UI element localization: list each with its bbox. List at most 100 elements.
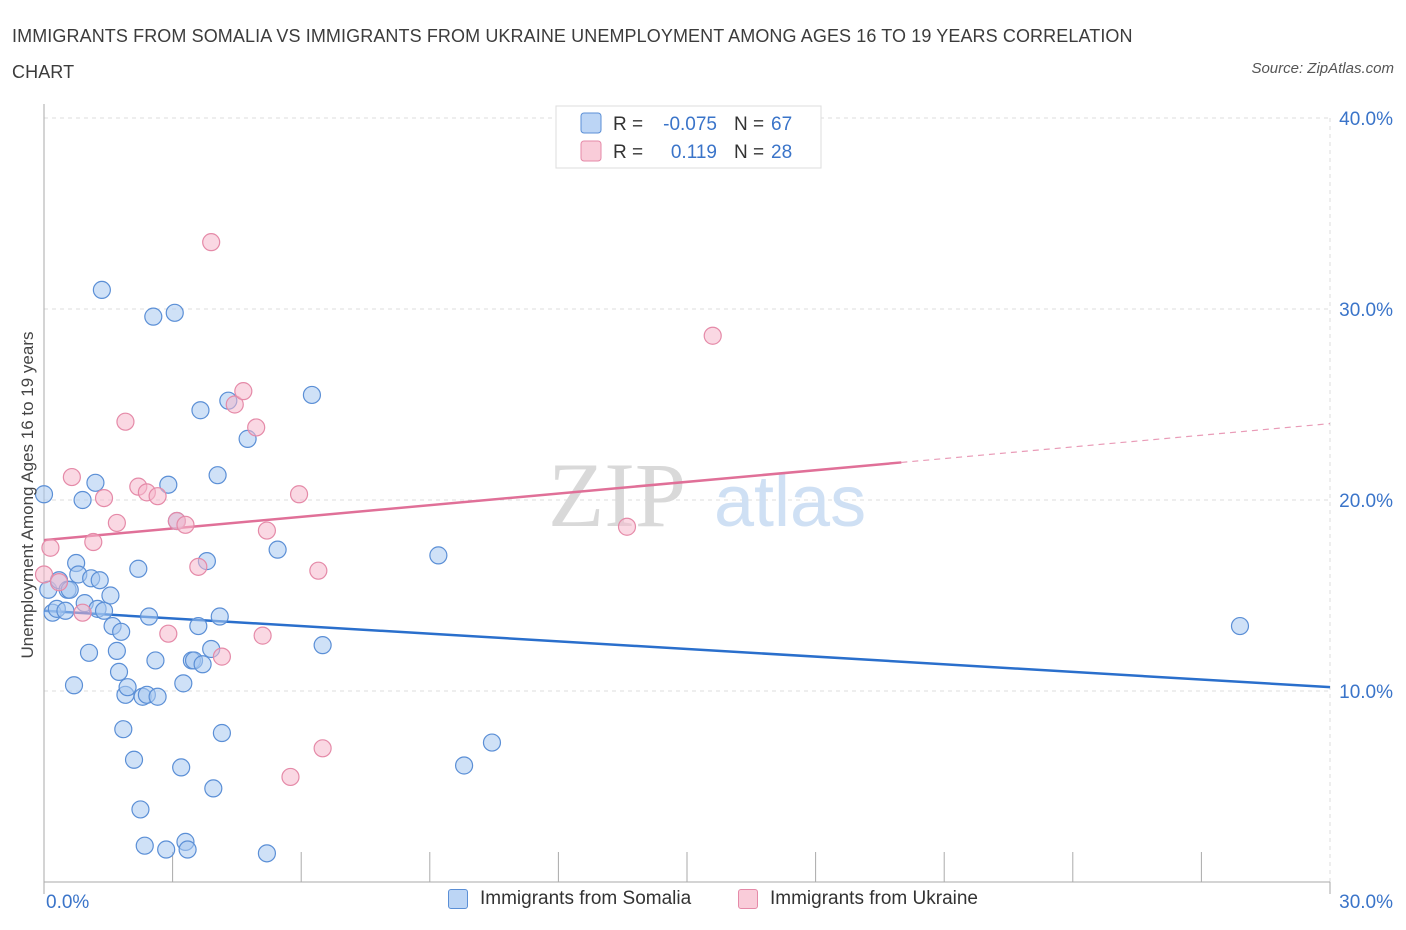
y-axis-label: Unemployment Among Ages 16 to 19 years	[18, 332, 37, 659]
point-ukraine	[62, 467, 81, 487]
point-ukraine	[84, 532, 103, 552]
chart-title: IMMIGRANTS FROM SOMALIA VS IMMIGRANTS FR…	[12, 26, 1133, 82]
point-ukraine	[116, 412, 135, 431]
point-somalia	[114, 720, 133, 739]
y-tick-label: 40.0%	[1339, 109, 1393, 130]
point-somalia	[34, 485, 54, 504]
point-somalia	[313, 636, 332, 655]
point-somalia	[302, 385, 322, 405]
point-somalia	[429, 546, 448, 565]
point-somalia	[94, 601, 114, 620]
point-somalia	[135, 836, 154, 855]
y-tick-label: 10.0%	[1339, 682, 1393, 703]
point-somalia	[454, 756, 474, 775]
trendline-somalia	[43, 609, 1331, 689]
legend-r-label-somalia: R =	[613, 114, 643, 135]
points-layer	[34, 233, 1250, 863]
point-somalia	[1230, 616, 1250, 636]
point-ukraine	[225, 395, 244, 414]
tick-labels: 10.0% 20.0% 30.0% 40.0% 0.0% 30.0%	[46, 109, 1393, 913]
point-somalia	[482, 733, 502, 752]
point-somalia	[159, 475, 178, 494]
point-ukraine	[617, 517, 637, 536]
source-label: Source: ZipAtlas.com	[1251, 60, 1394, 77]
point-ukraine	[202, 233, 221, 252]
point-somalia	[107, 641, 126, 660]
legend-item-ukraine: Immigrants from Ukraine	[738, 888, 978, 910]
point-somalia	[178, 840, 197, 859]
legend-n-value-somalia: 67	[771, 114, 792, 135]
point-ukraine	[289, 485, 309, 504]
point-somalia	[112, 622, 131, 641]
legend-swatch-somalia-bottom	[448, 889, 468, 909]
legend-r-value-ukraine: 0.119	[671, 142, 717, 163]
trend-layer	[43, 423, 1331, 689]
point-ukraine	[281, 767, 300, 787]
point-somalia	[268, 540, 287, 559]
legend-label-ukraine: Immigrants from Ukraine	[770, 888, 978, 909]
point-somalia	[204, 779, 223, 798]
point-somalia	[101, 586, 120, 605]
point-somalia	[189, 616, 208, 636]
legend-n-value-ukraine: 28	[771, 142, 792, 163]
legend-r-value-somalia: -0.075	[663, 114, 717, 135]
legend-top: R = -0.075 N = 67 R = 0.119 N = 28	[555, 105, 822, 169]
point-somalia	[148, 687, 167, 706]
point-somalia	[208, 466, 227, 485]
legend-r-label-ukraine: R =	[613, 142, 643, 163]
point-ukraine	[49, 573, 69, 592]
y-tick-label: 30.0%	[1339, 300, 1393, 321]
point-somalia	[174, 674, 193, 693]
point-somalia	[172, 758, 191, 777]
point-somalia	[210, 607, 229, 626]
point-ukraine	[73, 603, 92, 622]
point-ukraine	[309, 561, 328, 580]
legend-n-label-ukraine: N =	[734, 142, 764, 163]
point-somalia	[92, 280, 111, 299]
point-somalia	[129, 559, 148, 578]
point-somalia	[86, 473, 105, 492]
point-somalia	[109, 662, 129, 682]
point-ukraine	[176, 515, 195, 534]
point-ukraine	[41, 538, 60, 557]
point-ukraine	[257, 521, 277, 540]
point-somalia	[73, 490, 92, 510]
watermark-atlas: atlas	[714, 462, 866, 542]
point-ukraine	[234, 382, 253, 401]
point-somalia	[193, 655, 212, 674]
legend-swatch-ukraine	[580, 140, 602, 162]
legend-label-somalia: Immigrants from Somalia	[480, 888, 692, 909]
point-somalia	[212, 723, 231, 743]
legend-swatch-ukraine-bottom	[738, 889, 758, 909]
point-somalia	[165, 303, 184, 322]
point-somalia	[144, 307, 163, 326]
grid-layer	[44, 117, 1331, 882]
point-ukraine	[94, 488, 114, 508]
x-tick-label: 0.0%	[46, 892, 89, 913]
point-ukraine	[212, 647, 231, 666]
legend-swatch-somalia	[580, 112, 602, 134]
point-somalia	[79, 643, 99, 662]
point-ukraine	[703, 326, 722, 345]
point-somalia	[64, 676, 84, 695]
point-ukraine	[148, 487, 167, 506]
x-tick-label: 30.0%	[1339, 892, 1393, 913]
legend-n-label-somalia: N =	[734, 114, 764, 135]
point-somalia	[118, 678, 137, 697]
legend-item-somalia: Immigrants from Somalia	[448, 888, 691, 910]
point-somalia	[191, 401, 210, 420]
axes-layer	[43, 104, 1331, 894]
point-ukraine	[253, 626, 272, 645]
point-somalia	[257, 844, 277, 863]
point-somalia	[131, 800, 150, 819]
point-somalia	[90, 571, 109, 590]
point-ukraine	[313, 739, 332, 758]
point-ukraine	[159, 624, 178, 643]
watermark-zip: ZIP	[548, 444, 686, 546]
point-ukraine	[247, 418, 266, 437]
point-somalia	[146, 651, 165, 670]
point-ukraine	[107, 513, 126, 533]
point-ukraine	[189, 557, 208, 576]
point-somalia	[124, 750, 144, 769]
